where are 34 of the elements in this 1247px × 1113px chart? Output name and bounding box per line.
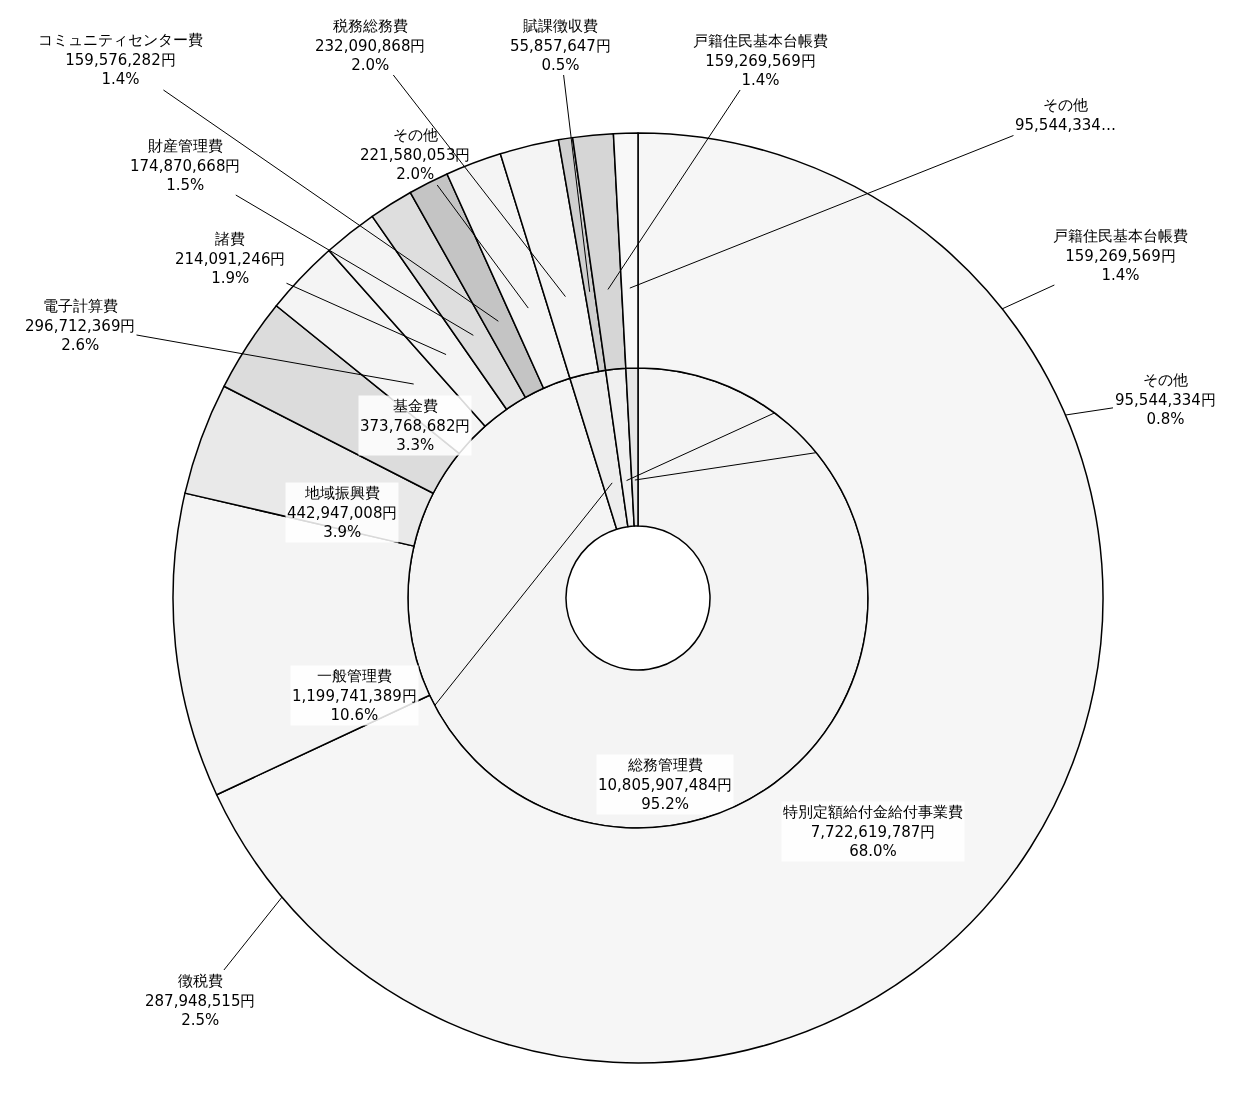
data-label: 10,805,907,484円 95.2%: [598, 775, 733, 813]
data-label: 373,768,682円 3.3%: [360, 416, 471, 454]
slice-label: 戸籍住民基本台帳費: [1053, 227, 1188, 245]
slice-label: 賦課徴収費: [522, 17, 598, 35]
data-label: 287,948,515円 2.5%: [145, 991, 256, 1029]
data-label: 55,857,647円 0.5%: [510, 36, 611, 74]
data-label: 174,870,668円 1.5%: [130, 156, 241, 194]
slice-label: 電子計算費: [42, 297, 118, 315]
data-label: 159,269,569円 1.4%: [1065, 246, 1176, 284]
slice-label: その他: [392, 126, 438, 144]
slice-label: 特別定額給付金給付事業費: [783, 803, 963, 821]
data-label: 95,544,334…: [1015, 115, 1116, 134]
slice-label: 地域振興費: [303, 484, 380, 502]
slice-label: 基金費: [392, 397, 438, 415]
data-label: 7,722,619,787円 68.0%: [810, 822, 936, 860]
data-label: 232,090,868円 2.0%: [315, 36, 426, 74]
slice-label: その他: [1142, 371, 1188, 389]
data-label: 159,269,569円 1.4%: [705, 51, 816, 89]
slice-label: 財産管理費: [147, 137, 223, 155]
slice-label: 一般管理費: [316, 667, 392, 685]
data-label: 1,199,741,389円 10.6%: [292, 686, 417, 724]
slice-label: 税務総務費: [332, 17, 408, 35]
slice-label: 徴税費: [177, 972, 223, 990]
slice-label: 諸費: [215, 230, 246, 248]
slice-label: 総務管理費: [626, 756, 703, 774]
data-label: 442,947,008円 3.9%: [287, 503, 398, 541]
data-label: 214,091,246円 1.9%: [175, 249, 286, 287]
slice-label: 戸籍住民基本台帳費: [693, 32, 828, 50]
data-label: 95,544,334円 0.8%: [1115, 390, 1216, 428]
data-label: 159,576,282円 1.4%: [65, 50, 176, 88]
slice-label: コミュニティセンター費: [38, 31, 203, 49]
slice-label: その他: [1042, 96, 1088, 114]
data-label: 221,580,053円 2.0%: [360, 145, 471, 183]
data-label: 296,712,369円 2.6%: [25, 316, 136, 354]
